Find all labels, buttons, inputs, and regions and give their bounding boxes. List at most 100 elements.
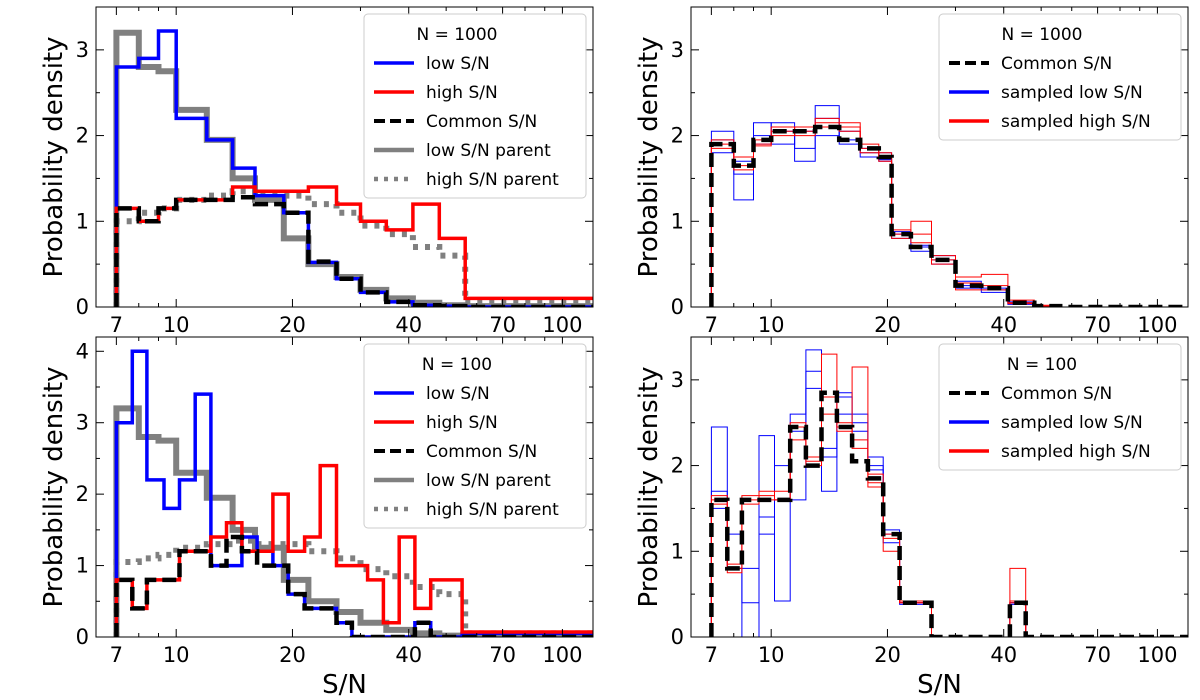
x-tick-label: 10 [758, 313, 785, 337]
x-tick-label: 7 [705, 313, 718, 337]
x-tick-label: 40 [990, 643, 1017, 667]
y-tick-label: 2 [671, 454, 684, 478]
y-tick-label: 2 [76, 124, 89, 148]
plot-area [113, 29, 593, 307]
y-axis-label: Probability density [39, 36, 69, 277]
legend-label: Common S/N [1001, 384, 1112, 404]
y-tick-label: 1 [671, 209, 684, 233]
y-tick-label: 1 [671, 539, 684, 563]
plot-area [113, 349, 593, 637]
x-tick-label: 20 [874, 313, 901, 337]
series-sample-5 [710, 122, 1188, 307]
series-sample-3 [710, 117, 1188, 307]
y-axis-label: Probability density [634, 366, 664, 607]
series-high-s-n [114, 185, 593, 307]
y-tick-label: 3 [671, 38, 684, 62]
y-tick-label: 0 [76, 295, 89, 319]
legend-box [938, 13, 1182, 141]
y-tick-label: 4 [76, 339, 89, 363]
x-tick-label: 7 [110, 643, 123, 667]
y-tick-label: 0 [671, 625, 684, 649]
x-tick-label: 7 [705, 643, 718, 667]
series-common-s-n [114, 534, 593, 637]
legend-label: low S/N parent [426, 141, 551, 161]
legend: N = 100 Common S/N sampled low S/N sampled … [938, 343, 1182, 471]
plot-area [709, 349, 1188, 637]
x-tick-label: 100 [1137, 643, 1177, 667]
plot-area [709, 105, 1188, 307]
series-sample-5 [710, 396, 1188, 637]
x-tick-label: 100 [542, 313, 582, 337]
y-axis-label: Probability density [39, 366, 69, 607]
legend-box [938, 343, 1182, 471]
series-common-s-n [709, 390, 1188, 637]
legend-label: high S/N [426, 83, 498, 103]
x-tick-label: 10 [163, 313, 190, 337]
x-axis-label: S/N [322, 670, 367, 700]
x-axis-label: S/N [917, 670, 962, 700]
legend-box [363, 343, 587, 529]
panel-top-left: 7 10 20 40 70 100 0 1 2 3 Probability density N = 1… [39, 6, 594, 337]
y-tick-label: 3 [76, 38, 89, 62]
axes-frame [95, 336, 594, 638]
x-tick-label: 70 [1084, 313, 1111, 337]
x-tick-label: 20 [874, 643, 901, 667]
y-axis-label: Probability density [634, 36, 664, 277]
legend-label: Common S/N [426, 442, 537, 462]
x-tick-label: 40 [395, 643, 422, 667]
x-tick-label: 7 [110, 313, 123, 337]
x-tick-label: 10 [758, 643, 785, 667]
x-tick-label: 20 [279, 643, 306, 667]
legend: N = 100 low S/N high S/N Common S/N low S/N … [363, 343, 587, 529]
series-common-s-n [114, 195, 593, 307]
y-tick-label: 2 [76, 482, 89, 506]
y-tick-label: 2 [671, 124, 684, 148]
series-common-s-n [709, 124, 1188, 307]
x-tick-label: 70 [1084, 643, 1111, 667]
legend: N = 1000 Common S/N sampled low S/N sampled… [938, 13, 1182, 141]
legend-label: low S/N [426, 54, 490, 74]
legend-label: low S/N [426, 384, 490, 404]
legend-label: sampled high S/N [1001, 112, 1151, 132]
y-tick-label: 3 [76, 411, 89, 435]
legend-label: low S/N parent [426, 471, 551, 491]
y-tick-label: 3 [671, 368, 684, 392]
legend-label: high S/N parent [426, 170, 559, 190]
legend-label: high S/N [426, 413, 498, 433]
x-tick-label: 70 [489, 313, 516, 337]
panel-top-right: 7 10 20 40 70 100 0 1 2 3 Probability density N = 1… [634, 6, 1189, 337]
legend-box [363, 13, 587, 199]
series-sample-1 [710, 122, 1188, 307]
legend: N = 1000 low S/N high S/N Common S/N low S/N… [363, 13, 587, 199]
series-high-s-n [114, 463, 593, 637]
legend-label: Common S/N [1001, 54, 1112, 74]
x-tick-label: 20 [279, 313, 306, 337]
legend-title: N = 100 [422, 355, 492, 375]
legend-label: high S/N parent [426, 500, 559, 520]
y-tick-label: 0 [671, 295, 684, 319]
y-tick-label: 1 [76, 554, 89, 578]
axes-frame [95, 6, 594, 308]
x-tick-label: 70 [489, 643, 516, 667]
legend-label: sampled low S/N [1001, 413, 1143, 433]
x-tick-label: 10 [163, 643, 190, 667]
series-sample-4 [710, 126, 1188, 307]
x-tick-label: 100 [542, 643, 582, 667]
x-tick-label: 40 [395, 313, 422, 337]
legend-label: sampled low S/N [1001, 83, 1143, 103]
legend-title: N = 1000 [416, 25, 497, 45]
series-sample-2 [710, 117, 1188, 307]
y-tick-label: 1 [76, 209, 89, 233]
axes-frame [690, 336, 1189, 638]
axes-frame [690, 6, 1189, 308]
y-tick-label: 0 [76, 625, 89, 649]
legend-title: N = 100 [1007, 355, 1077, 375]
legend-label: Common S/N [426, 112, 537, 132]
legend-label: sampled high S/N [1001, 442, 1151, 462]
x-tick-label: 100 [1137, 313, 1177, 337]
panel-bottom-right: 7 10 20 40 70 100 0 1 2 3 Probability density S/N N … [634, 336, 1189, 700]
legend-title: N = 1000 [1001, 25, 1082, 45]
x-tick-label: 40 [990, 313, 1017, 337]
series-high-s-n-parent [113, 188, 593, 307]
